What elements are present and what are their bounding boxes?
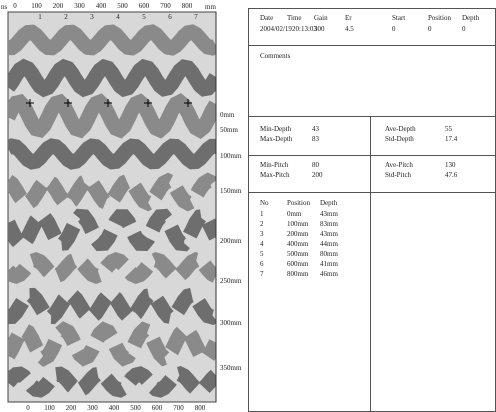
ruler-unit: mm	[205, 3, 216, 11]
stat-label: Ave-Depth	[385, 125, 416, 133]
list-cell: 6	[260, 260, 264, 268]
bottom-ruler-label: 800	[195, 404, 206, 412]
top-ruler-label: 700	[160, 2, 171, 10]
header-label: Er	[345, 14, 352, 22]
depth-label: 250mm	[220, 277, 242, 285]
stat-label: Std-Pitch	[385, 171, 411, 179]
list-right	[370, 192, 496, 412]
depth-label: 350mm	[220, 364, 242, 372]
stat-value: 55	[445, 125, 452, 133]
top-ruler-label: 400	[96, 2, 107, 10]
list-cell: 3	[260, 230, 264, 238]
comments-label: Comments	[260, 52, 290, 60]
list-cell: 600mm	[287, 260, 308, 268]
list-cell: 43mm	[320, 230, 338, 238]
header-label: Date	[260, 14, 273, 22]
list-cell: 43mm	[320, 210, 338, 218]
bottom-ruler-label: 0	[26, 404, 30, 412]
depth-label: 300mm	[220, 319, 242, 327]
depth-label: 0mm	[220, 111, 235, 119]
list-cell: 2	[260, 220, 264, 228]
top-ruler-label: 600	[139, 2, 150, 10]
stat-value: 17.4	[445, 135, 457, 143]
bottom-ruler-label: 700	[173, 404, 184, 412]
list-cell: 7	[260, 270, 264, 278]
stat-value: 47.6	[445, 171, 457, 179]
stat-label: Min-Pitch	[260, 161, 288, 169]
stat-value: 83	[312, 135, 319, 143]
marker-number: 4	[116, 13, 120, 21]
header-label: Gain	[314, 14, 328, 22]
marker-number: 3	[90, 13, 94, 21]
list-cell: 4	[260, 240, 264, 248]
header-label: Position	[428, 14, 451, 22]
bottom-ruler-label: 400	[109, 404, 120, 412]
list-cell: 200mm	[287, 230, 308, 238]
marker-number: 7	[194, 13, 198, 21]
depth-label: 150mm	[220, 187, 242, 195]
bottom-ruler-label: 600	[152, 404, 163, 412]
radar-image: ns mm 0 100 200 300 400 500 600 700 800 0 100 200 300 4…	[0, 0, 248, 412]
list-cell: 400mm	[287, 240, 308, 248]
top-ruler-label: 300	[74, 2, 85, 10]
top-ruler-label: 500	[117, 2, 128, 10]
stat-label: Max-Pitch	[260, 171, 290, 179]
list-cell: 83mm	[320, 220, 338, 228]
stat-value: 200	[312, 171, 323, 179]
bottom-ruler-label: 500	[130, 404, 141, 412]
header-label: Time	[287, 14, 302, 22]
list-cell: 1	[260, 210, 264, 218]
top-ruler-label: 200	[53, 2, 64, 10]
header-label: Depth	[462, 14, 479, 22]
list-cell: 44mm	[320, 240, 338, 248]
header-value: 0	[462, 25, 466, 33]
stat-value: 130	[445, 161, 456, 169]
list-cell: 0mm	[287, 210, 301, 218]
header-label: Start	[392, 14, 405, 22]
list-header: No	[260, 199, 269, 207]
bottom-ruler-label: 100	[44, 404, 55, 412]
list-cell: 5	[260, 250, 264, 258]
marker-number: 6	[168, 13, 172, 21]
list-cell: 80mm	[320, 250, 338, 258]
marker-number: 5	[142, 13, 146, 21]
marker-number: 2	[64, 13, 68, 21]
ruler-unit: ns	[1, 3, 8, 11]
top-ruler-label: 100	[31, 2, 42, 10]
depth-label: 50mm	[220, 126, 238, 134]
list-cell: 46mm	[320, 270, 338, 278]
list-cell: 500mm	[287, 250, 308, 258]
list-header: Position	[287, 199, 310, 207]
stat-label: Ave-Pitch	[385, 161, 413, 169]
list-cell: 800mm	[287, 270, 308, 278]
top-ruler-label: 800	[182, 2, 193, 10]
bottom-ruler-label: 200	[66, 404, 77, 412]
bottom-ruler-label: 300	[87, 404, 98, 412]
stat-value: 43	[312, 125, 319, 133]
marker-number: 1	[38, 13, 42, 21]
stat-label: Std-Depth	[385, 135, 414, 143]
header-value: 2004/02/19	[260, 25, 292, 33]
gpr-screen: nsmm010020030040050060070080001002003004…	[0, 0, 496, 412]
header-value: 300	[314, 25, 325, 33]
list-cell: 100mm	[287, 220, 308, 228]
stat-value: 80	[312, 161, 319, 169]
top-ruler-label: 0	[13, 2, 17, 10]
stat-label: Min-Depth	[260, 125, 291, 133]
header-value: 4.5	[345, 25, 354, 33]
list-cell: 41mm	[320, 260, 338, 268]
list-header: Depth	[320, 199, 337, 207]
stat-label: Max-Depth	[260, 135, 292, 143]
depth-label: 200mm	[220, 237, 242, 245]
depth-label: 100mm	[220, 152, 242, 160]
header-value: 0	[392, 25, 396, 33]
header-value: 0	[428, 25, 432, 33]
